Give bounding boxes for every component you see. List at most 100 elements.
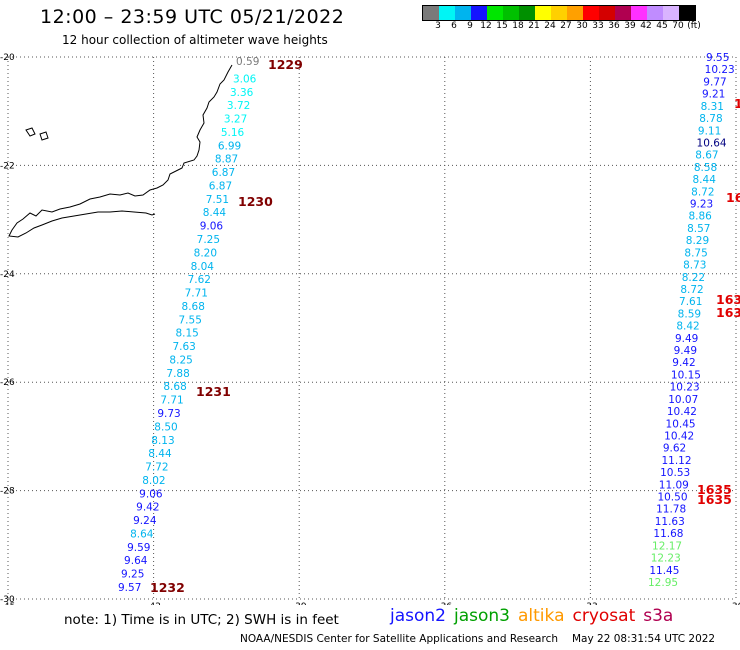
colorbar-swatch bbox=[455, 6, 471, 20]
page-title: 12:00 – 23:59 UTC 05/21/2022 bbox=[40, 6, 345, 28]
swh-value: 10.07 bbox=[668, 394, 698, 406]
colorbar-label: 15 bbox=[496, 21, 508, 31]
legend-item-altika: altika bbox=[518, 606, 565, 626]
colorbar-label: 70 bbox=[672, 21, 684, 31]
colorbar-label: (ft) bbox=[687, 21, 701, 31]
swh-value: 11.12 bbox=[661, 455, 691, 467]
colorbar-label: 27 bbox=[560, 21, 572, 31]
colorbar-swatch bbox=[647, 6, 663, 20]
colorbar-swatch bbox=[519, 6, 535, 20]
swh-value: 9.25 bbox=[121, 569, 144, 581]
swh-value: 8.04 bbox=[191, 261, 215, 273]
swh-value: 8.78 bbox=[699, 113, 722, 125]
swh-value: 8.64 bbox=[130, 528, 154, 540]
swh-value: 7.72 bbox=[145, 462, 168, 474]
colorbar-label: 21 bbox=[528, 21, 540, 31]
footer: NOAA/NESDIS Center for Satellite Applica… bbox=[240, 633, 715, 645]
swh-value: 8.42 bbox=[676, 321, 699, 333]
swh-value: 12.17 bbox=[652, 540, 682, 552]
colorbar-label: 18 bbox=[512, 21, 524, 31]
time-label: 163 bbox=[716, 305, 740, 320]
swh-value: 12.23 bbox=[651, 553, 681, 565]
swh-value: 0.59 bbox=[236, 56, 259, 68]
swh-value: 8.72 bbox=[691, 186, 714, 198]
colorbar-swatch bbox=[679, 6, 695, 20]
legend-item-cryosat: cryosat bbox=[572, 606, 636, 626]
swh-value: 9.06 bbox=[139, 488, 163, 500]
swh-value: 6.87 bbox=[209, 180, 232, 192]
swh-value: 9.21 bbox=[702, 89, 725, 101]
swh-value: 8.57 bbox=[687, 223, 710, 235]
swh-value: 3.06 bbox=[233, 73, 257, 85]
y-tick-label: -28 bbox=[0, 487, 15, 497]
y-tick-label: -24 bbox=[0, 270, 15, 280]
swh-value: 8.68 bbox=[163, 381, 186, 393]
time-label: 1 bbox=[734, 96, 740, 111]
colorbar-label: 36 bbox=[608, 21, 620, 31]
colorbar-label: 45 bbox=[656, 21, 668, 31]
time-label: 16 bbox=[726, 190, 740, 205]
colorbar-label: 24 bbox=[544, 21, 556, 31]
coastline bbox=[8, 64, 233, 238]
swh-value: 8.22 bbox=[682, 272, 705, 284]
swh-value: 8.31 bbox=[701, 101, 724, 113]
swh-value: 10.23 bbox=[705, 64, 735, 76]
swh-value: 8.13 bbox=[151, 435, 174, 447]
swh-value: 9.55 bbox=[706, 52, 729, 64]
colorbar-label: 12 bbox=[480, 21, 492, 31]
swh-value: 3.72 bbox=[227, 100, 250, 112]
colorbar-label: 30 bbox=[576, 21, 588, 31]
legend-item-jason2: jason2 bbox=[390, 606, 446, 626]
page-subtitle: 12 hour collection of altimeter wave hei… bbox=[62, 33, 328, 47]
swh-value: 10.50 bbox=[657, 492, 687, 504]
swh-value: 9.11 bbox=[698, 125, 721, 137]
colorbar-swatch bbox=[631, 6, 647, 20]
swh-value: 7.71 bbox=[185, 288, 208, 300]
swh-value: 8.68 bbox=[182, 301, 205, 313]
colorbar-label: 6 bbox=[451, 21, 457, 31]
swh-value: 7.62 bbox=[188, 274, 211, 286]
colorbar-swatch bbox=[567, 6, 583, 20]
x-tick-label: -39 bbox=[292, 602, 307, 605]
time-label: 1635 bbox=[697, 482, 732, 497]
swh-value: 9.23 bbox=[690, 199, 713, 211]
swh-value: 8.73 bbox=[683, 260, 706, 272]
y-tick-label: -26 bbox=[0, 378, 15, 388]
colorbar-label: 9 bbox=[467, 21, 473, 31]
time-label: 1231 bbox=[196, 384, 231, 399]
swh-value: 10.42 bbox=[667, 406, 697, 418]
time-label: 1232 bbox=[150, 580, 185, 595]
swh-value: 10.64 bbox=[697, 137, 727, 149]
swh-value: 11.78 bbox=[656, 504, 686, 516]
swh-value: 6.87 bbox=[212, 167, 235, 179]
colorbar-label: 42 bbox=[640, 21, 652, 31]
swh-value: 8.44 bbox=[203, 207, 227, 219]
swh-value: 9.77 bbox=[703, 76, 726, 88]
swh-value: 7.61 bbox=[679, 296, 702, 308]
track-west: 0.593.063.363.723.275.166.998.876.876.87… bbox=[118, 56, 259, 594]
swh-value: 3.36 bbox=[230, 87, 254, 99]
swh-value: 8.44 bbox=[148, 448, 172, 460]
time-label: 1635 bbox=[697, 492, 732, 507]
swh-value: 10.42 bbox=[664, 430, 694, 442]
swh-value: 7.88 bbox=[166, 368, 189, 380]
legend-item-s3a: s3a bbox=[643, 606, 674, 626]
colorbar-swatch bbox=[615, 6, 631, 20]
y-tick-label: -20 bbox=[0, 53, 15, 63]
x-tick-label: -36 bbox=[437, 602, 452, 605]
swh-value: 9.73 bbox=[157, 408, 180, 420]
swh-value: 10.45 bbox=[666, 418, 696, 430]
swh-value: 9.24 bbox=[133, 515, 157, 527]
colorbar-label: 39 bbox=[624, 21, 636, 31]
track-west-times: 1229 1230 1231 1232 bbox=[150, 57, 303, 595]
swh-value: 8.87 bbox=[215, 154, 238, 166]
footnote: note: 1) Time is in UTC; 2) SWH is in fe… bbox=[64, 612, 339, 628]
timestamp-text: May 22 08:31:54 UTC 2022 bbox=[572, 633, 716, 645]
swh-value: 8.72 bbox=[680, 284, 703, 296]
swh-value: 11.63 bbox=[655, 516, 685, 528]
y-tick-label: -22 bbox=[0, 161, 15, 171]
swh-value: 8.15 bbox=[175, 328, 198, 340]
time-label: 1229 bbox=[268, 57, 303, 72]
colorbar-label: 33 bbox=[592, 21, 604, 31]
